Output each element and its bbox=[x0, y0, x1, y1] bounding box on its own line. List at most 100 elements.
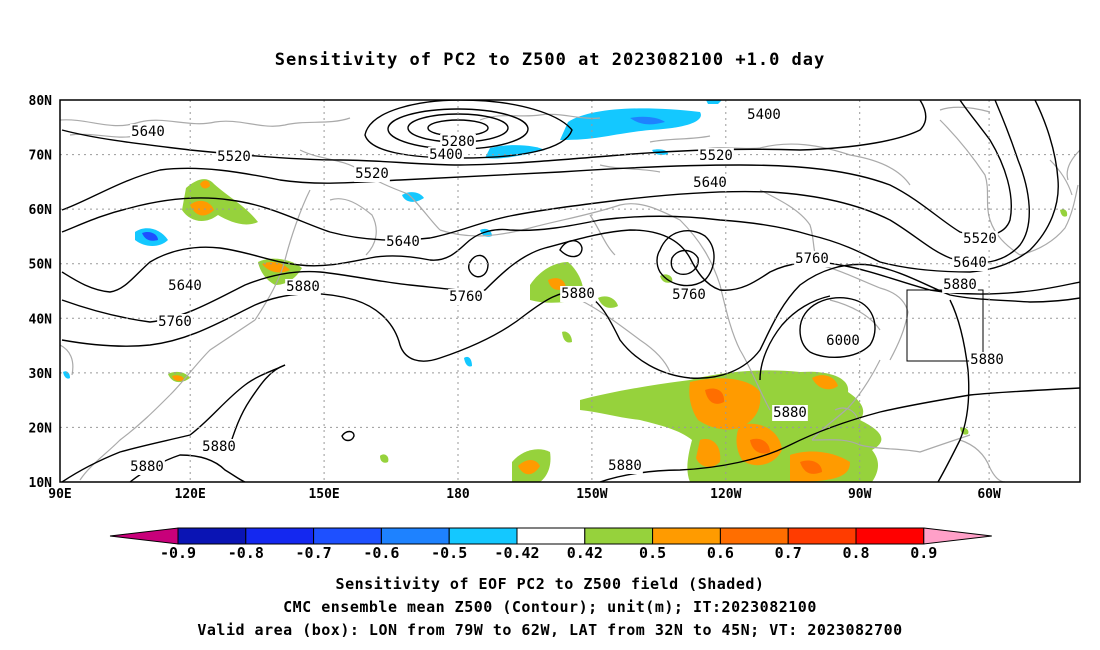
contour-label-background bbox=[216, 149, 252, 165]
negative-region bbox=[142, 231, 158, 241]
contour-label-background bbox=[942, 277, 978, 293]
lat-label: 80N bbox=[29, 94, 53, 109]
contour-label: 5640 bbox=[168, 278, 202, 294]
positive-region bbox=[595, 398, 615, 410]
colorbar-segment bbox=[584, 527, 654, 545]
colorbar-label: -0.7 bbox=[296, 544, 332, 562]
contour-label: 5880 bbox=[970, 352, 1004, 368]
contour-label: 5520 bbox=[217, 149, 251, 165]
lon-label: 90W bbox=[848, 487, 872, 502]
colorbar-label: -0.9 bbox=[160, 544, 196, 562]
lon-label: 90E bbox=[48, 487, 71, 502]
lon-label: 150E bbox=[308, 487, 339, 502]
contour-label: 5520 bbox=[355, 166, 389, 182]
contour-label: 5880 bbox=[561, 286, 595, 302]
colorbar-label: -0.6 bbox=[363, 544, 399, 562]
lon-label: 150W bbox=[576, 487, 607, 502]
colorbar-label: -0.8 bbox=[228, 544, 264, 562]
positive-region bbox=[562, 331, 572, 343]
colorbar-upper-triangle bbox=[923, 527, 992, 545]
lat-label: 40N bbox=[29, 312, 53, 327]
lon-label: 180 bbox=[446, 487, 470, 502]
positive-region bbox=[750, 438, 770, 454]
contour-label: 6000 bbox=[826, 333, 860, 349]
map-frame bbox=[59, 99, 1081, 483]
caption-line-1: Sensitivity of EOF PC2 to Z500 field (Sh… bbox=[335, 575, 765, 593]
colorbar-segment bbox=[313, 527, 382, 545]
colorbar-label: -0.5 bbox=[431, 544, 467, 562]
positive-region bbox=[380, 454, 389, 463]
positive-region bbox=[1060, 209, 1068, 217]
contour-label: 5640 bbox=[693, 175, 727, 191]
contour-label-background bbox=[825, 333, 861, 349]
colorbar-segment bbox=[177, 527, 247, 545]
contour-label-background bbox=[354, 166, 390, 182]
contour-label-background bbox=[201, 439, 237, 455]
z500-contours bbox=[61, 100, 1080, 482]
contour-label-background bbox=[428, 147, 464, 163]
colorbar-labels: -0.9 -0.8 -0.7 -0.6 -0.5 -0.42 0.42 0.5 0.6 0.7 0.… bbox=[160, 544, 937, 562]
positive-region bbox=[190, 200, 214, 216]
contour-label-background bbox=[746, 107, 782, 123]
contour-label-background bbox=[692, 175, 728, 191]
positive-region bbox=[262, 262, 290, 273]
positive-region bbox=[172, 375, 184, 381]
contour-label-background bbox=[607, 458, 643, 474]
positive-region bbox=[598, 296, 618, 308]
contour-label: 5640 bbox=[386, 234, 420, 250]
lat-label: 10N bbox=[29, 476, 53, 491]
contour-label-background bbox=[440, 134, 476, 150]
positive-region bbox=[200, 180, 210, 189]
negative-region bbox=[485, 145, 545, 159]
contour-label: 5400 bbox=[429, 147, 463, 163]
colorbar-segment bbox=[719, 527, 789, 545]
colorbar-segment bbox=[652, 527, 721, 545]
colorbar-segment bbox=[516, 527, 586, 545]
contour-label: 5880 bbox=[130, 459, 164, 475]
contour-label-background bbox=[794, 251, 830, 267]
lon-label: 60W bbox=[977, 487, 1001, 502]
contour-label-background bbox=[772, 405, 808, 421]
lat-label: 70N bbox=[29, 149, 53, 164]
negative-region bbox=[706, 100, 722, 104]
contour-label-background bbox=[698, 148, 734, 164]
contour-label: 5400 bbox=[747, 107, 781, 123]
contour-labels: 5640552055205280540054005520564056405520… bbox=[129, 107, 1005, 475]
colorbar-segment bbox=[448, 527, 518, 545]
contour-label-background bbox=[130, 124, 166, 140]
lat-label: 30N bbox=[29, 367, 53, 382]
contour-label-background bbox=[129, 459, 165, 475]
contour-label: 5760 bbox=[158, 314, 192, 330]
contour-label-background bbox=[448, 289, 484, 305]
contour-label: 5880 bbox=[608, 458, 642, 474]
valid-area-box bbox=[906, 289, 984, 362]
lat-label: 60N bbox=[29, 203, 53, 218]
contour-label-background bbox=[671, 287, 707, 303]
colorbar-lower-triangle bbox=[109, 527, 179, 545]
negative-region bbox=[63, 371, 70, 379]
colorbar-segment bbox=[787, 527, 857, 545]
contour-label: 5760 bbox=[449, 289, 483, 305]
colorbar-label: 0.9 bbox=[910, 544, 937, 562]
contour-label-background bbox=[167, 278, 203, 294]
positive-region bbox=[705, 388, 725, 404]
lat-label: 50N bbox=[29, 258, 53, 273]
colorbar-segment bbox=[855, 527, 925, 545]
contour-label: 5640 bbox=[953, 255, 987, 271]
contour-label-background bbox=[285, 279, 321, 295]
negative-region bbox=[560, 108, 701, 140]
colorbar-segment bbox=[380, 527, 450, 545]
shaded-sensitivity bbox=[63, 100, 1068, 482]
caption-line-3: Valid area (box): LON from 79W to 62W, L… bbox=[197, 621, 903, 639]
lon-label: 120E bbox=[175, 487, 206, 502]
contour-label: 5880 bbox=[773, 405, 807, 421]
caption-line-2: CMC ensemble mean Z500 (Contour); unit(m… bbox=[283, 598, 817, 616]
contour-label: 5880 bbox=[202, 439, 236, 455]
positive-region bbox=[696, 439, 721, 467]
colorbar-label: 0.6 bbox=[707, 544, 734, 562]
contour-label: 5640 bbox=[131, 124, 165, 140]
contour-label: 5520 bbox=[963, 231, 997, 247]
contour-label: 5880 bbox=[286, 279, 320, 295]
positive-region bbox=[812, 375, 838, 390]
